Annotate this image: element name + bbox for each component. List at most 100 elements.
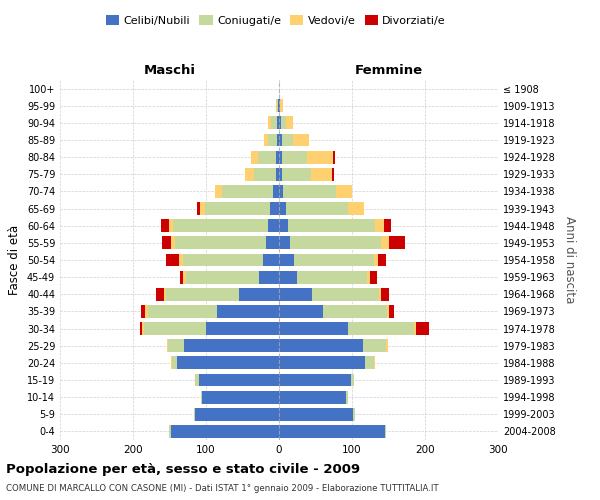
Bar — [293, 254, 374, 266]
Bar — [279, 374, 350, 386]
Bar — [384, 220, 391, 232]
Bar — [279, 134, 282, 146]
Bar — [271, 116, 277, 130]
Bar — [263, 134, 268, 146]
Bar — [194, 408, 195, 420]
Bar — [200, 202, 205, 215]
Bar — [279, 236, 290, 250]
Bar — [350, 374, 354, 386]
Bar — [389, 236, 404, 250]
Bar — [239, 288, 279, 300]
Bar — [173, 220, 268, 232]
Bar — [279, 270, 297, 283]
Bar — [374, 254, 378, 266]
Bar — [268, 220, 279, 232]
Text: Popolazione per età, sesso e stato civile - 2009: Popolazione per età, sesso e stato civil… — [6, 462, 360, 475]
Bar — [171, 356, 172, 370]
Y-axis label: Fasce di età: Fasce di età — [8, 225, 21, 295]
Bar — [279, 305, 323, 318]
Bar — [312, 288, 379, 300]
Bar — [279, 220, 288, 232]
Bar — [279, 322, 349, 335]
Bar — [353, 408, 355, 420]
Bar — [279, 425, 385, 438]
Bar — [168, 340, 184, 352]
Bar — [179, 254, 182, 266]
Bar — [263, 254, 279, 266]
Bar — [259, 270, 279, 283]
Bar — [279, 254, 293, 266]
Y-axis label: Anni di nascita: Anni di nascita — [563, 216, 577, 304]
Bar — [184, 340, 279, 352]
Bar — [258, 150, 276, 164]
Bar — [195, 408, 279, 420]
Bar — [279, 340, 363, 352]
Bar — [142, 322, 144, 335]
Bar — [206, 322, 279, 335]
Bar — [378, 254, 386, 266]
Bar — [297, 270, 367, 283]
Bar — [145, 305, 148, 318]
Bar — [336, 185, 352, 198]
Bar — [376, 220, 384, 232]
Bar — [278, 100, 279, 112]
Bar — [268, 134, 277, 146]
Bar — [389, 305, 394, 318]
Bar — [374, 356, 376, 370]
Bar — [199, 374, 279, 386]
Bar — [166, 254, 179, 266]
Bar — [363, 340, 386, 352]
Bar — [280, 100, 283, 112]
Text: COMUNE DI MARCALLO CON CASONE (MI) - Dati ISTAT 1° gennaio 2009 - Elaborazione T: COMUNE DI MARCALLO CON CASONE (MI) - Dat… — [6, 484, 439, 493]
Bar — [266, 236, 279, 250]
Bar — [283, 185, 336, 198]
Bar — [141, 305, 145, 318]
Bar — [282, 150, 307, 164]
Bar — [144, 322, 206, 335]
Bar — [276, 100, 277, 112]
Bar — [277, 134, 279, 146]
Bar — [164, 288, 166, 300]
Bar — [381, 236, 389, 250]
Bar — [281, 116, 286, 130]
Bar — [286, 202, 349, 215]
Bar — [276, 168, 279, 180]
Bar — [279, 390, 346, 404]
Bar — [169, 425, 171, 438]
Legend: Celibi/Nubili, Coniugati/e, Vedovi/e, Divorziati/e: Celibi/Nubili, Coniugati/e, Vedovi/e, Di… — [101, 10, 451, 30]
Bar — [385, 425, 386, 438]
Bar — [197, 202, 200, 215]
Bar — [175, 236, 266, 250]
Bar — [245, 168, 254, 180]
Bar — [349, 322, 414, 335]
Bar — [177, 356, 279, 370]
Bar — [202, 390, 279, 404]
Bar — [279, 288, 312, 300]
Bar — [279, 150, 282, 164]
Text: Femmine: Femmine — [355, 64, 422, 76]
Bar — [277, 100, 278, 112]
Bar — [333, 150, 335, 164]
Bar — [167, 340, 168, 352]
Bar — [180, 270, 184, 283]
Bar — [201, 390, 202, 404]
Bar — [279, 356, 365, 370]
Bar — [279, 168, 282, 180]
Bar — [307, 150, 333, 164]
Bar — [217, 305, 279, 318]
Bar — [279, 100, 280, 112]
Bar — [293, 134, 309, 146]
Bar — [365, 356, 374, 370]
Bar — [166, 288, 239, 300]
Bar — [161, 220, 169, 232]
Bar — [273, 185, 279, 198]
Bar — [157, 288, 164, 300]
Bar — [386, 340, 388, 352]
Bar — [290, 236, 381, 250]
Bar — [215, 185, 222, 198]
Bar — [282, 134, 293, 146]
Bar — [222, 185, 273, 198]
Bar — [282, 168, 311, 180]
Bar — [286, 116, 293, 130]
Bar — [414, 322, 416, 335]
